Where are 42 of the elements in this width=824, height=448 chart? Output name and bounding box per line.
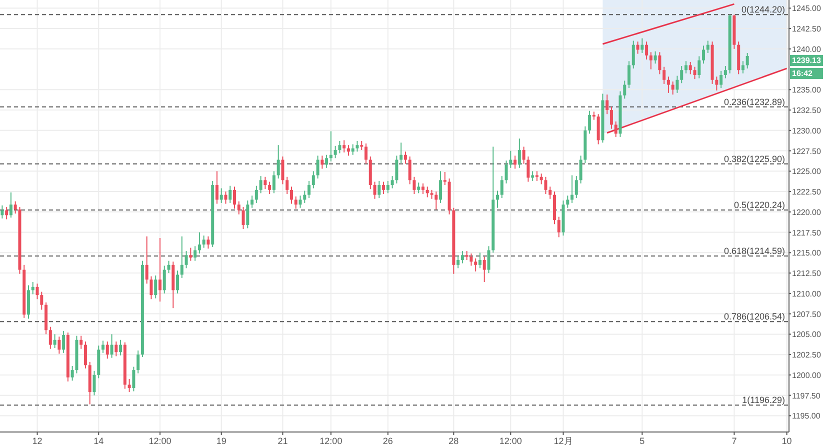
- y-tick-label: 1220.00: [792, 208, 822, 217]
- ref-line-label: 0(1244.20): [741, 4, 785, 15]
- y-tick-label: 1195.00: [792, 412, 821, 421]
- y-tick-label: 1202.50: [792, 350, 822, 360]
- y-tick-label: 1200.00: [792, 370, 822, 380]
- x-tick-label: 12月: [554, 436, 573, 446]
- y-tick-label: 1205.00: [792, 330, 822, 340]
- x-tick-label: 12:00: [320, 436, 342, 446]
- x-tick-label: 12:00: [499, 436, 522, 446]
- x-tick-label: 26: [382, 436, 393, 446]
- text: 1239.13: [792, 56, 822, 65]
- ref-line-label: 0.5(1220.24): [734, 200, 785, 210]
- y-tick-label: 1240.00: [792, 44, 822, 54]
- x-tick-label: 10: [782, 436, 792, 446]
- text: 16:42: [792, 69, 814, 78]
- y-tick-label: 1232.50: [792, 106, 822, 116]
- ref-line-label: 0.618(1214.59): [724, 246, 785, 256]
- x-tick-label: 12:00: [148, 436, 172, 446]
- y-tick-label: 1242.50: [792, 24, 822, 34]
- ref-line-label: 0.382(1225.90): [724, 154, 785, 164]
- y-tick-label: 1197.50: [792, 391, 821, 400]
- y-tick-label: 1230.00: [792, 126, 822, 136]
- x-tick-label: 21: [278, 436, 288, 446]
- x-tick-label: 7: [732, 436, 737, 446]
- x-tick-label: 19: [216, 436, 226, 446]
- ref-line-label: 1(1196.29): [742, 395, 785, 406]
- ref-line-label: 0.786(1206.54): [724, 312, 785, 322]
- x-tick-label: 28: [448, 436, 459, 446]
- y-tick-label: 1210.00: [792, 289, 822, 298]
- x-tick-label: 14: [94, 436, 104, 446]
- y-tick-label: 1207.50: [792, 310, 822, 319]
- y-tick-label: 1212.50: [792, 269, 822, 278]
- y-tick-label: 1245.00: [792, 4, 822, 14]
- y-tick-label: 1215.00: [792, 248, 822, 258]
- y-tick-label: 1225.00: [792, 167, 822, 176]
- y-tick-label: 1222.50: [792, 188, 822, 197]
- x-tick-label: 5: [640, 436, 645, 446]
- y-tick-label: 1227.50: [792, 146, 822, 156]
- y-tick-label: 1217.50: [792, 228, 822, 238]
- y-tick-label: 1235.00: [792, 86, 822, 95]
- ref-line-label: 0.236(1232.89): [724, 96, 785, 107]
- x-tick-label: 12: [32, 436, 42, 446]
